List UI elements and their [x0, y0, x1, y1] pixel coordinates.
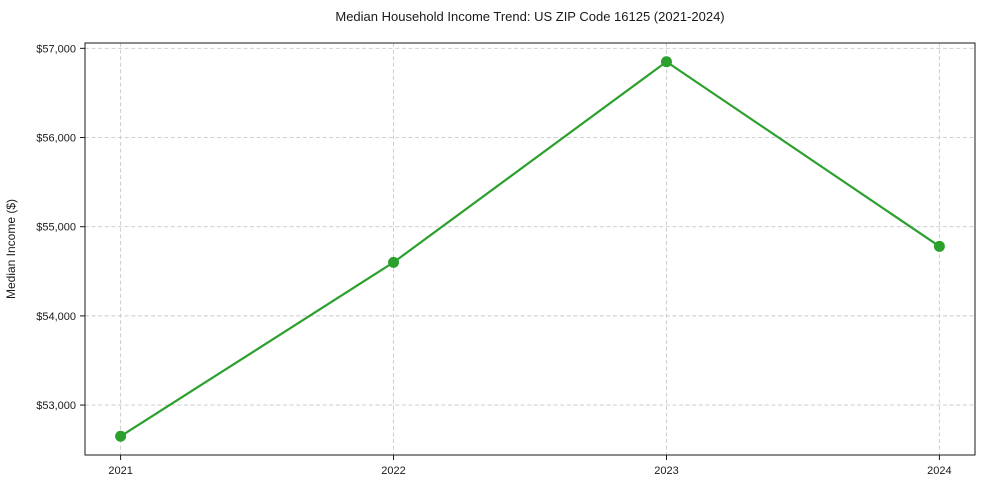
x-tick-label: 2022: [381, 465, 405, 477]
chart-title: Median Household Income Trend: US ZIP Co…: [335, 9, 724, 24]
y-tick-label: $54,000: [36, 311, 76, 323]
y-tick-label: $56,000: [36, 133, 76, 145]
data-point-2021: [115, 430, 127, 442]
y-tick-label: $53,000: [36, 400, 76, 412]
plot-border: [84, 42, 976, 456]
data-point-2024: [933, 240, 945, 252]
data-point-2022: [388, 256, 400, 268]
x-tick-label: 2021: [108, 465, 132, 477]
data-point-2023: [660, 56, 672, 68]
data-line: [119, 60, 941, 438]
y-tick-label: $55,000: [36, 222, 76, 234]
x-tick-label: 2023: [654, 465, 678, 477]
y-tick-label: $57,000: [36, 43, 76, 55]
x-tick-label: 2024: [927, 465, 951, 477]
plot-area: $53,000 $54,000 $55,000 $56,000 $57,000 2021 2…: [36, 42, 976, 477]
y-axis-label: Median Income ($): [4, 199, 18, 299]
